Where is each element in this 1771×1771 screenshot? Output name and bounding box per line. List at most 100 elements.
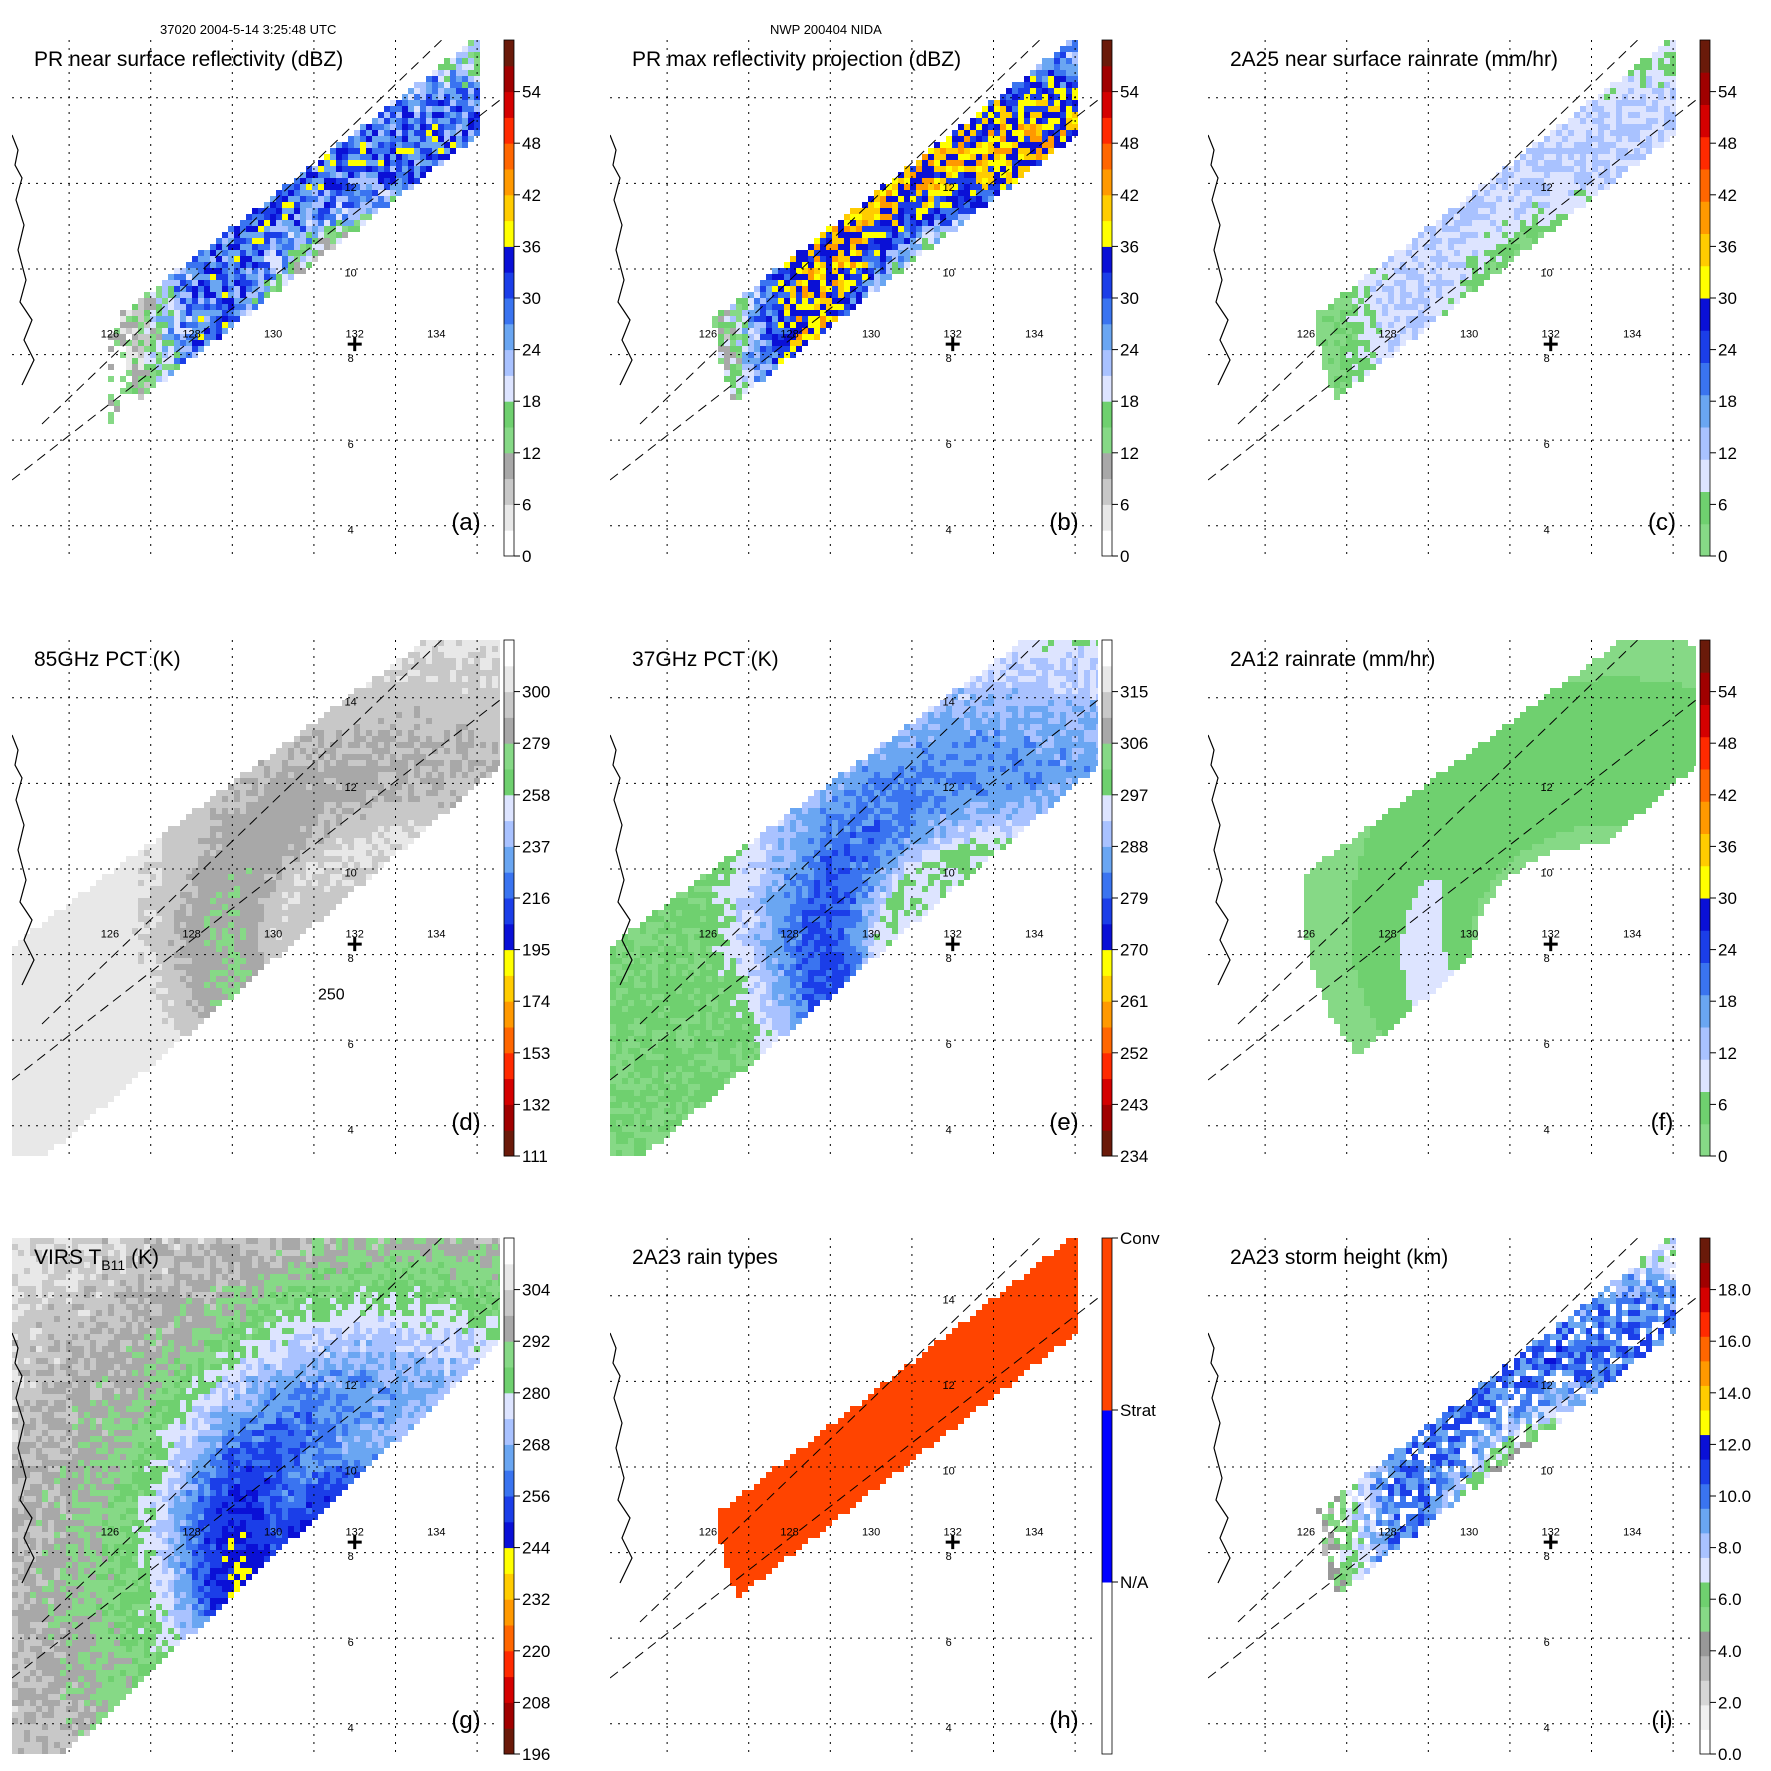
- coastline: [610, 734, 633, 986]
- colorbar-segment: [1102, 401, 1112, 428]
- colorbar-tick-label: 12: [522, 444, 541, 463]
- lat-tick-label: 10: [345, 268, 357, 280]
- colorbar-tick-label: 6: [1718, 495, 1727, 514]
- panel-letter: (h): [1049, 1707, 1078, 1734]
- colorbar-tick-label: 244: [522, 1539, 550, 1558]
- coastline: [610, 1332, 633, 1584]
- colorbar-tick-label: 279: [1120, 889, 1148, 908]
- colorbar-tick-label: 153: [522, 1044, 550, 1063]
- swath-edge-upper: [41, 1238, 443, 1623]
- lat-tick-label: 6: [348, 1637, 354, 1649]
- lon-tick-label: 132: [944, 928, 962, 940]
- colorbar-tick-label: 268: [522, 1435, 550, 1454]
- colorbar-segment: [1700, 523, 1710, 557]
- colorbar-tick-label: 18: [1120, 392, 1139, 411]
- colorbar-segment: [1102, 949, 1112, 976]
- colorbar-segment: [504, 743, 514, 770]
- colorbar-segment: [1700, 1631, 1710, 1657]
- lat-tick-label: 6: [1544, 439, 1550, 451]
- colorbar-tick-label: 36: [1120, 237, 1139, 256]
- colorbar-segment: [1102, 1668, 1112, 1755]
- lon-tick-label: 130: [264, 928, 282, 940]
- colorbar-tick-label: 8.0: [1718, 1539, 1742, 1558]
- lon-tick-label: 130: [1460, 928, 1478, 940]
- contour-label: 250: [318, 987, 345, 1004]
- panel-letter: (a): [451, 509, 480, 536]
- colorbar-segment: [1102, 846, 1112, 873]
- colorbar: 0 6 12 18 24 30 36 42 48 54: [1101, 39, 1139, 566]
- colorbar-tick-label: 315: [1120, 683, 1148, 702]
- lat-tick-label: 12: [345, 182, 357, 194]
- colorbar-segment: [1102, 717, 1112, 744]
- lat-tick-label: 4: [946, 1124, 952, 1136]
- colorbar-segment: [1700, 1680, 1710, 1706]
- colorbar-segment: [504, 530, 514, 557]
- lon-tick-label: 130: [264, 328, 282, 340]
- header-storm-id: NWP 200404 NIDA: [770, 22, 882, 37]
- colorbar-tick-label: 243: [1120, 1095, 1148, 1114]
- colorbar-tick-label: 48: [1120, 134, 1139, 153]
- colorbar-tick-label: 279: [522, 734, 550, 753]
- colorbar-segment: [1700, 833, 1710, 867]
- coastline: [1208, 734, 1231, 986]
- colorbar-segment: [504, 1289, 514, 1316]
- panel-letter: (b): [1049, 509, 1078, 536]
- lon-tick-label: 128: [1378, 328, 1396, 340]
- lon-tick-label: 134: [1623, 1526, 1641, 1538]
- colorbar-segment: [1700, 736, 1710, 770]
- lat-tick-label: 6: [348, 439, 354, 451]
- colorbar-segment: [504, 323, 514, 351]
- lon-tick-label: 130: [862, 1526, 880, 1538]
- colorbar-segment: [1102, 504, 1112, 531]
- lat-tick-label: 14: [345, 696, 357, 708]
- swath-edge-lower: [12, 699, 500, 1081]
- panel-title: 37GHz PCT (K): [632, 648, 779, 671]
- swath-edge-upper: [1237, 40, 1639, 425]
- colorbar: 0.0 2.0 4.0 6.0 8.0 10.0 12.0 14.0 16.0 18.0: [1699, 1237, 1751, 1764]
- colorbar-segment: [1700, 136, 1710, 170]
- swath-edge-upper: [1237, 1238, 1639, 1623]
- colorbar-tick-label: 6: [1718, 1095, 1727, 1114]
- colorbar-tick-label: 18: [1718, 392, 1737, 411]
- lat-tick-label: 4: [946, 1722, 952, 1734]
- swath-edge-lower: [12, 99, 500, 481]
- lon-tick-label: 134: [1623, 928, 1641, 940]
- colorbar-segment: [504, 1315, 514, 1342]
- colorbar-tick-label: 6: [522, 495, 531, 514]
- colorbar-segment: [1102, 65, 1112, 93]
- colorbar-tick-label: 24: [1718, 341, 1737, 360]
- colorbar-segment: [1102, 1410, 1112, 1497]
- colorbar-tick-label: 36: [1718, 837, 1737, 856]
- colorbar-segment: [1102, 40, 1112, 67]
- colorbar-segment: [1700, 1704, 1710, 1730]
- colorbar-segment: [1700, 801, 1710, 834]
- colorbar-segment: [1102, 427, 1112, 454]
- lon-tick-label: 126: [699, 1526, 717, 1538]
- colorbar-tick-label: 12: [1718, 1044, 1737, 1063]
- colorbar-tick-label: 0: [1120, 547, 1129, 566]
- lon-tick-label: 132: [1542, 928, 1560, 940]
- lon-tick-label: 134: [427, 1526, 445, 1538]
- data-cells: [1304, 640, 1696, 1054]
- colorbar-segment: [1700, 769, 1710, 802]
- colorbar-segment: [504, 1367, 514, 1394]
- colorbar-tick-label: 0.0: [1718, 1745, 1742, 1764]
- lat-tick-label: 4: [348, 1722, 354, 1734]
- colorbar-segment: [1102, 220, 1112, 247]
- colorbar-segment: [504, 820, 514, 847]
- colorbar-segment: [504, 298, 514, 325]
- data-cells: [12, 640, 500, 1156]
- colorbar-segment: [504, 194, 514, 222]
- colorbar-tick-label: 216: [522, 889, 550, 908]
- colorbar-segment: [504, 1625, 514, 1652]
- lon-tick-label: 132: [346, 1526, 364, 1538]
- colorbar-segment: [504, 1470, 514, 1497]
- lat-tick-label: 14: [943, 696, 955, 708]
- colorbar-segment: [504, 1599, 514, 1626]
